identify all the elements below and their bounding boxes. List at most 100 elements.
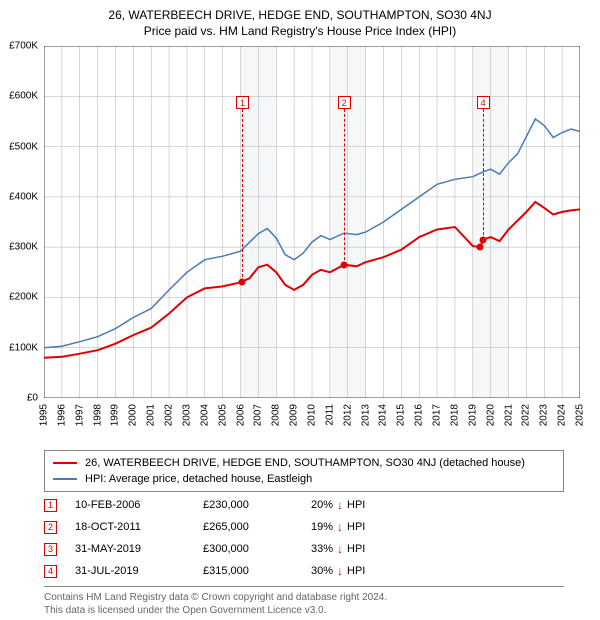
x-tick-label: 2011 — [324, 404, 335, 426]
marker-dot — [480, 236, 487, 243]
x-tick-label: 2014 — [378, 404, 389, 426]
y-tick-label: £500K — [9, 141, 38, 152]
legend-label: HPI: Average price, detached house, East… — [85, 471, 312, 487]
x-tick-label: 2021 — [503, 404, 514, 426]
y-tick-label: £0 — [27, 393, 38, 404]
arrow-down-icon: ↓ — [337, 520, 343, 534]
y-tick-label: £700K — [9, 41, 38, 52]
x-tick-label: 2001 — [146, 404, 157, 426]
arrow-down-icon: ↓ — [337, 542, 343, 556]
transaction-delta-suffix: HPI — [347, 565, 365, 577]
x-tick-label: 2012 — [342, 404, 353, 426]
legend-row: 26, WATERBEECH DRIVE, HEDGE END, SOUTHAM… — [53, 455, 555, 471]
x-tick-label: 2008 — [271, 404, 282, 426]
title-subtitle: Price paid vs. HM Land Registry's House … — [0, 24, 600, 38]
y-tick-label: £200K — [9, 292, 38, 303]
x-tick-label: 2009 — [289, 404, 300, 426]
arrow-down-icon: ↓ — [337, 498, 343, 512]
transaction-date: 10-FEB-2006 — [75, 499, 185, 511]
x-tick-label: 2025 — [575, 404, 586, 426]
transaction-row: 1 10-FEB-2006 £230,000 20% ↓ HPI — [44, 494, 564, 516]
legend-swatch — [53, 462, 77, 464]
title-address: 26, WATERBEECH DRIVE, HEDGE END, SOUTHAM… — [0, 8, 600, 22]
transaction-delta-pct: 20% — [311, 499, 333, 511]
transaction-date: 31-MAY-2019 — [75, 543, 185, 555]
x-tick-label: 2019 — [467, 404, 478, 426]
legend-label: 26, WATERBEECH DRIVE, HEDGE END, SOUTHAM… — [85, 455, 525, 471]
transaction-date: 31-JUL-2019 — [75, 565, 185, 577]
x-tick-label: 2023 — [539, 404, 550, 426]
marker-box: 1 — [236, 96, 249, 109]
arrow-down-icon: ↓ — [337, 564, 343, 578]
transaction-number-box: 3 — [44, 543, 57, 556]
transaction-price: £300,000 — [203, 543, 293, 555]
legend: 26, WATERBEECH DRIVE, HEDGE END, SOUTHAM… — [44, 450, 564, 492]
marker-dashline — [242, 109, 243, 282]
transaction-number-box: 4 — [44, 565, 57, 578]
x-tick-label: 2000 — [128, 404, 139, 426]
marker-box: 4 — [477, 96, 490, 109]
x-tick-label: 2010 — [307, 404, 318, 426]
transaction-date: 18-OCT-2011 — [75, 521, 185, 533]
transaction-delta: 20% ↓ HPI — [311, 498, 411, 512]
y-tick-label: £400K — [9, 191, 38, 202]
x-tick-label: 2004 — [199, 404, 210, 426]
x-tick-label: 1995 — [39, 404, 50, 426]
x-tick-label: 2024 — [557, 404, 568, 426]
legend-swatch — [53, 478, 77, 480]
x-tick-label: 2016 — [414, 404, 425, 426]
marker-dot — [239, 279, 246, 286]
transaction-price: £315,000 — [203, 565, 293, 577]
x-tick-label: 2022 — [521, 404, 532, 426]
transactions-table: 1 10-FEB-2006 £230,000 20% ↓ HPI 2 18-OCT-2011 £… — [44, 494, 564, 582]
x-tick-label: 2006 — [235, 404, 246, 426]
x-tick-label: 2018 — [449, 404, 460, 426]
transaction-delta-suffix: HPI — [347, 521, 365, 533]
transaction-delta: 33% ↓ HPI — [311, 542, 411, 556]
y-axis-labels: £0£100K£200K£300K£400K£500K£600K£700K — [0, 46, 44, 398]
transaction-delta: 19% ↓ HPI — [311, 520, 411, 534]
chart-container: 26, WATERBEECH DRIVE, HEDGE END, SOUTHAM… — [0, 0, 600, 620]
marker-dashline — [483, 109, 484, 239]
marker-dashline — [344, 109, 345, 264]
transaction-delta-suffix: HPI — [347, 543, 365, 555]
legend-row: HPI: Average price, detached house, East… — [53, 471, 555, 487]
y-tick-label: £100K — [9, 342, 38, 353]
x-tick-label: 2017 — [432, 404, 443, 426]
x-tick-label: 1997 — [74, 404, 85, 426]
x-axis-labels: 1995199619971998199920002001200220032004… — [44, 400, 580, 450]
transaction-number-box: 2 — [44, 521, 57, 534]
transaction-price: £230,000 — [203, 499, 293, 511]
footer-attribution: Contains HM Land Registry data © Crown c… — [44, 586, 564, 617]
marker-dot — [477, 244, 484, 251]
transaction-delta-pct: 30% — [311, 565, 333, 577]
transaction-delta-pct: 19% — [311, 521, 333, 533]
marker-box: 2 — [338, 96, 351, 109]
chart-svg — [44, 46, 580, 398]
marker-dot — [341, 261, 348, 268]
transaction-row: 4 31-JUL-2019 £315,000 30% ↓ HPI — [44, 560, 564, 582]
transaction-delta-pct: 33% — [311, 543, 333, 555]
transaction-row: 3 31-MAY-2019 £300,000 33% ↓ HPI — [44, 538, 564, 560]
footer-line1: Contains HM Land Registry data © Crown c… — [44, 591, 564, 604]
x-tick-label: 2002 — [164, 404, 175, 426]
x-tick-label: 1998 — [92, 404, 103, 426]
transaction-price: £265,000 — [203, 521, 293, 533]
footer-line2: This data is licensed under the Open Gov… — [44, 604, 564, 617]
x-tick-label: 2020 — [485, 404, 496, 426]
x-tick-label: 2003 — [181, 404, 192, 426]
y-tick-label: £600K — [9, 91, 38, 102]
transaction-delta: 30% ↓ HPI — [311, 564, 411, 578]
x-tick-label: 2013 — [360, 404, 371, 426]
titles: 26, WATERBEECH DRIVE, HEDGE END, SOUTHAM… — [0, 0, 600, 38]
x-tick-label: 2007 — [253, 404, 264, 426]
y-tick-label: £300K — [9, 242, 38, 253]
transaction-row: 2 18-OCT-2011 £265,000 19% ↓ HPI — [44, 516, 564, 538]
chart-plot-area: 1 2 4 — [44, 46, 580, 398]
x-tick-label: 2005 — [217, 404, 228, 426]
x-tick-label: 1996 — [56, 404, 67, 426]
transaction-delta-suffix: HPI — [347, 499, 365, 511]
x-tick-label: 2015 — [396, 404, 407, 426]
x-tick-label: 1999 — [110, 404, 121, 426]
transaction-number-box: 1 — [44, 499, 57, 512]
